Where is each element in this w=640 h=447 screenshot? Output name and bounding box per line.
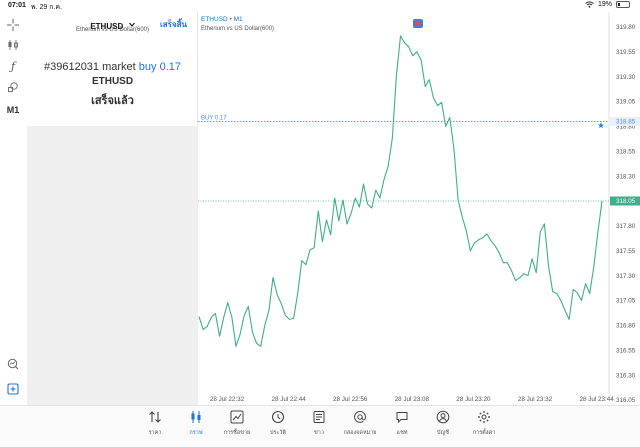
price-chart[interactable]: ETHUSD • M1 Etherium vs US Dollar(600) 3… — [198, 12, 640, 405]
tab-chart[interactable]: กราฟ — [176, 409, 216, 445]
tab-chat[interactable]: แชท — [382, 409, 422, 445]
arrows-updown-icon — [149, 411, 161, 423]
tab-label: แชท — [396, 430, 408, 436]
wifi-icon — [585, 1, 594, 8]
tab-label: ประวัติ — [269, 430, 287, 436]
order-type: market — [102, 61, 136, 73]
y-tick-label: 318.55 — [616, 149, 636, 156]
x-tick-label: 28 Jul 23:08 — [395, 396, 430, 403]
battery-percent: 19% — [597, 1, 612, 8]
current-price-tag: 318.05 — [616, 198, 636, 205]
tab-history[interactable]: ประวัติ — [258, 409, 298, 445]
tab-label: การซื้อขาย — [223, 430, 251, 436]
news-icon — [313, 411, 325, 423]
done-button[interactable]: เสร็จสิ้น — [160, 20, 187, 29]
tab-accounts[interactable]: บัญชี — [423, 409, 463, 445]
y-tick-label: 316.30 — [616, 372, 636, 379]
y-tick-label: 319.55 — [616, 49, 636, 56]
zoom-search-icon[interactable] — [4, 356, 22, 372]
order-panel: ETHUSD Etherium vs US Dollar(600) เสร็จส… — [27, 12, 198, 126]
symbol-name[interactable]: ETHUSD — [90, 22, 124, 31]
tab-settings[interactable]: การตั้งค่า — [464, 409, 504, 445]
x-tick-label: 28 Jul 23:44 — [579, 396, 614, 403]
tab-label: ราคา — [148, 430, 162, 436]
x-tick-label: 28 Jul 22:32 — [210, 396, 245, 403]
y-tick-label: 317.30 — [616, 273, 636, 280]
y-tick-label: 317.05 — [616, 298, 636, 305]
x-tick-label: 28 Jul 22:44 — [271, 396, 306, 403]
objects-icon[interactable] — [4, 79, 22, 95]
bottom-tab-bar: ราคา กราฟ การซื้อขาย ประวัติ ข่าว กล่องจดหมาย… — [0, 405, 640, 447]
tab-mailbox[interactable]: กล่องจดหมาย — [340, 409, 380, 445]
x-tick-label: 28 Jul 23:32 — [518, 396, 553, 403]
one-click-trading-icon[interactable] — [413, 19, 423, 28]
order-side-volume: buy 0.17 — [138, 61, 181, 73]
chart-title: ETHUSD • M1 — [201, 16, 243, 23]
order-status: เสร็จแล้ว — [91, 95, 134, 107]
tab-label: การตั้งค่า — [472, 430, 496, 436]
symbol-description: Etherium vs US Dollar(600) — [75, 27, 150, 33]
status-date: พ. 29 ก.ค. — [31, 4, 63, 11]
y-tick-label: 319.05 — [616, 99, 636, 106]
chart-toolbar: ƒ M1 — [0, 12, 27, 405]
order-symbol: ETHUSD — [91, 76, 134, 87]
x-tick-label: 28 Jul 22:56 — [333, 396, 368, 403]
order-ticket: #39612031 — [43, 61, 100, 73]
buy-price-tag: 318.85 — [616, 119, 636, 126]
trade-chart-icon — [230, 410, 244, 424]
y-tick-label: 317.80 — [616, 223, 636, 230]
chat-bubble-icon — [396, 412, 408, 424]
tab-label: ข่าว — [314, 430, 324, 436]
y-tick-label: 318.30 — [616, 173, 636, 180]
star-icon[interactable] — [598, 122, 604, 129]
price-line-series — [198, 35, 603, 347]
new-order-icon[interactable] — [4, 381, 22, 397]
tab-label: กราฟ — [189, 430, 203, 436]
tab-label: บัญชี — [437, 430, 449, 436]
tab-label: กล่องจดหมาย — [343, 430, 377, 436]
buy-order-label: BUY 0.17 — [201, 115, 227, 121]
status-bar: 07:01 พ. 29 ก.ค. 19% — [0, 0, 640, 12]
tab-trade[interactable]: การซื้อขาย — [217, 409, 257, 445]
y-tick-label: 319.30 — [616, 74, 636, 81]
tab-news[interactable]: ข่าว — [299, 409, 339, 445]
current-price-tag-bg — [610, 196, 640, 206]
symbol-selector[interactable]: ETHUSD — [27, 16, 198, 34]
user-icon — [436, 410, 450, 424]
at-sign-icon — [354, 411, 366, 423]
function-icon[interactable]: ƒ — [10, 59, 16, 73]
y-tick-label: 318.80 — [616, 124, 636, 131]
y-tick-label: 317.55 — [616, 248, 636, 255]
y-tick-label: 316.80 — [616, 323, 636, 330]
y-tick-label: 316.55 — [616, 348, 636, 355]
tab-quotes[interactable]: ราคา — [135, 409, 175, 445]
chart-subtitle: Etherium vs US Dollar(600) — [201, 26, 274, 32]
indicators-candles-icon[interactable] — [4, 37, 22, 53]
battery-icon — [616, 1, 630, 8]
y-tick-label: 319.80 — [616, 24, 636, 31]
gear-icon — [478, 411, 490, 423]
order-summary: #39612031 market buy 0.17 — [27, 61, 198, 73]
crosshair-icon[interactable] — [4, 17, 22, 33]
status-indicators: 19% — [585, 1, 630, 8]
status-time: 07:01 — [8, 2, 26, 9]
chevron-down-icon[interactable] — [128, 22, 135, 28]
history-clock-icon — [271, 410, 285, 424]
panel-empty-area — [27, 126, 198, 405]
candlestick-icon — [191, 411, 201, 423]
x-tick-label: 28 Jul 23:20 — [456, 396, 491, 403]
buy-price-tag-bg — [610, 116, 640, 126]
y-tick-label: 316.05 — [616, 397, 636, 404]
timeframe-button[interactable]: M1 — [6, 105, 20, 115]
